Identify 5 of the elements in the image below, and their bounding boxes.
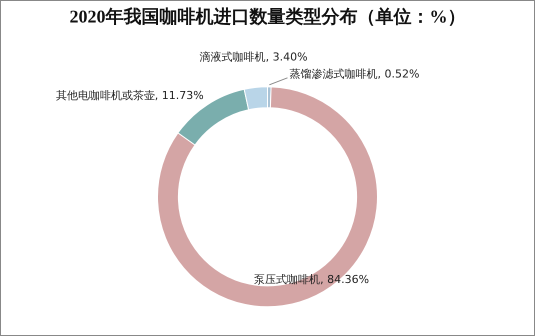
slice-label: 其他电咖啡机或茶壶, 11.73%: [56, 88, 204, 102]
chart-title: 2020年我国咖啡机进口数量类型分布（单位：%）: [70, 6, 466, 26]
slice-label: 泵压式咖啡机, 84.36%: [254, 272, 370, 286]
slice-label: 蒸馏渗滤式咖啡机, 0.52%: [290, 68, 420, 81]
slice-label: 滴液式咖啡机, 3.40%: [200, 50, 308, 64]
